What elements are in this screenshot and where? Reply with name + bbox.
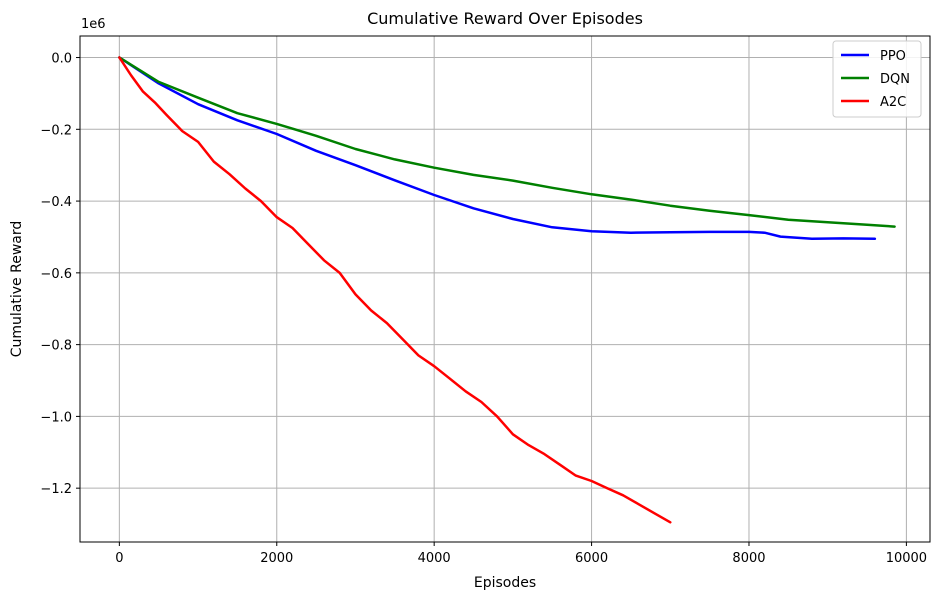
y-tick-label: −1.2 <box>40 482 72 497</box>
series-layer <box>118 56 896 524</box>
x-tick-label: 10000 <box>886 551 927 566</box>
y-axis-offset-label: 1e6 <box>81 17 106 32</box>
legend-label-a2c: A2C <box>880 95 906 110</box>
y-axis-label: Cumulative Reward <box>9 221 25 358</box>
legend: PPO DQN A2C <box>832 40 922 118</box>
y-tick-label: −0.2 <box>40 123 72 138</box>
y-tick-label: 0.0 <box>51 52 72 67</box>
x-axis-label: Episodes <box>474 575 536 591</box>
y-tick-label: −1.0 <box>40 410 72 425</box>
x-tick-label: 6000 <box>575 551 608 566</box>
x-tick-label: 8000 <box>732 551 765 566</box>
legend-box <box>832 40 922 118</box>
legend-label-ppo: PPO <box>880 49 906 64</box>
y-tick-label: −0.4 <box>40 195 72 210</box>
y-tick-label: −0.6 <box>40 267 72 282</box>
plot-frame <box>79 35 931 543</box>
grid <box>80 36 930 542</box>
series-line-dqn <box>118 56 896 228</box>
y-tick-label: −0.8 <box>40 339 72 354</box>
series-line-ppo <box>118 56 877 241</box>
x-tick-label: 0 <box>115 551 123 566</box>
x-tick-label: 2000 <box>260 551 293 566</box>
series-line-a2c <box>118 56 672 524</box>
chart-title: Cumulative Reward Over Episodes <box>367 9 643 28</box>
x-tick-label: 4000 <box>418 551 451 566</box>
legend-label-dqn: DQN <box>880 72 910 87</box>
axis-ticks: 0 2000 4000 6000 8000 10000 0.0 −0.2 −0.4 −0.6 −0.… <box>40 52 927 566</box>
